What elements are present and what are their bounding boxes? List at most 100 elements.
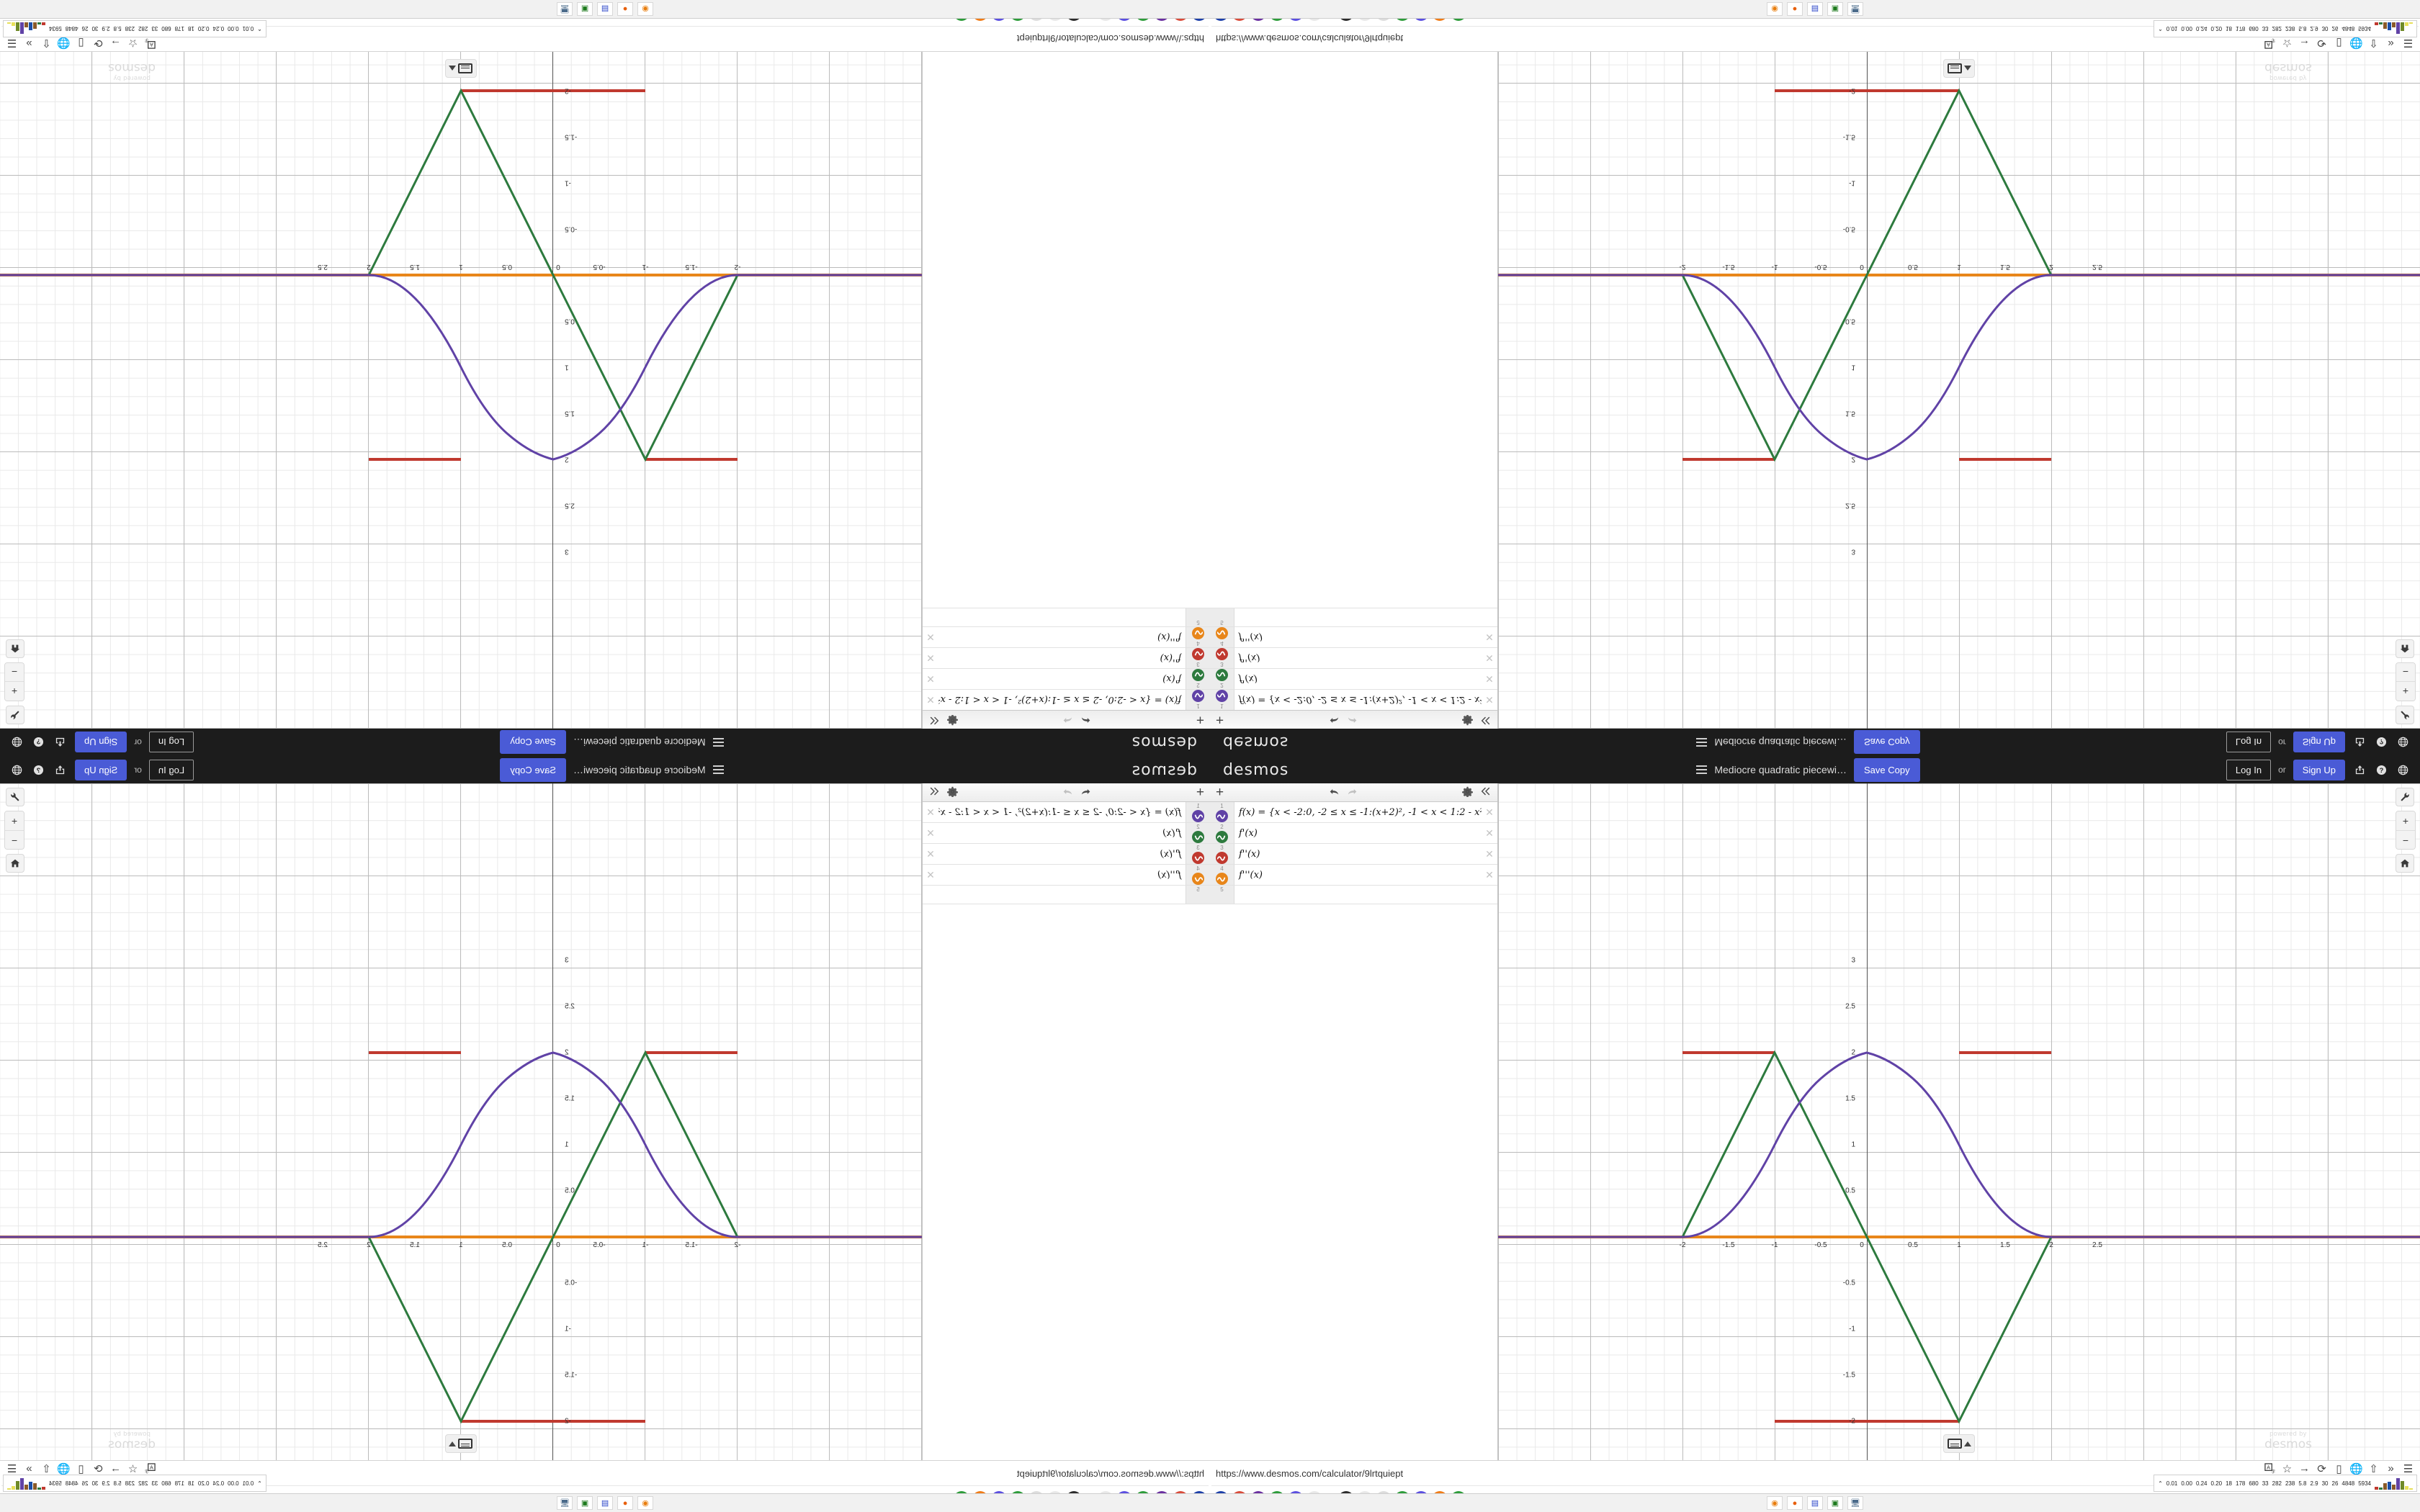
url-bar[interactable]: https://www.desmos.com/calculator/9lrtqu…: [1216, 33, 1404, 45]
expression-latex[interactable]: f'(x): [1162, 827, 1181, 839]
expression-color-dot[interactable]: [1192, 648, 1204, 660]
arrow-right-icon[interactable]: →: [110, 37, 121, 50]
expression-latex[interactable]: f'''(x): [1239, 631, 1263, 643]
expression-latex[interactable]: [1234, 608, 1497, 626]
zoom-out-button[interactable]: −: [2396, 663, 2415, 682]
expression-latex[interactable]: f(x) = {x < -2:0, -2 ≤ x ≤ -1:(x+2)², -1…: [1239, 694, 1482, 706]
home-icon[interactable]: [6, 639, 24, 658]
globe-icon[interactable]: 🌐: [2349, 37, 2363, 50]
globe-icon[interactable]: 🌐: [57, 1462, 71, 1475]
desmos-logo[interactable]: desmos: [1131, 760, 1197, 779]
zoom-in-button[interactable]: +: [5, 811, 24, 830]
close-icon[interactable]: ✕: [926, 652, 935, 665]
wrench-icon[interactable]: [2396, 788, 2414, 806]
star-icon[interactable]: ☆: [127, 1462, 138, 1475]
expression-row[interactable]: 3 f''(x) ✕: [1210, 844, 1497, 865]
expression-row[interactable]: 2 f'(x) ✕: [1210, 823, 1497, 844]
sign-up-button[interactable]: Sign Up: [2293, 759, 2345, 780]
close-icon[interactable]: ✕: [926, 694, 935, 706]
menu-icon[interactable]: ☰: [6, 37, 17, 50]
document-title[interactable]: Mediocre quadratic piecewi…: [1714, 737, 1847, 748]
reload-icon[interactable]: ⟳: [2317, 37, 2326, 50]
url-bar[interactable]: https://www.desmos.com/calculator/9lrtqu…: [1216, 1467, 1404, 1479]
hamburger-icon[interactable]: [712, 738, 724, 747]
expression-row[interactable]: 2 f'(x) ✕: [1210, 668, 1497, 689]
menu-icon[interactable]: ☰: [2403, 37, 2414, 50]
language-globe-icon[interactable]: [2396, 735, 2410, 750]
close-icon[interactable]: ✕: [1485, 631, 1494, 644]
blender-icon[interactable]: ◉: [637, 1496, 653, 1510]
expression-latex[interactable]: f'''(x): [1157, 631, 1181, 643]
keyboard-toggle-button[interactable]: [445, 1434, 477, 1453]
expression-row[interactable]: 3 f''(x) ✕: [923, 844, 1210, 865]
undo-icon[interactable]: [1080, 714, 1092, 726]
floppy-icon[interactable]: ▤: [1807, 1496, 1823, 1510]
expression-color-dot[interactable]: [1216, 831, 1228, 843]
help-icon[interactable]: ?: [32, 735, 46, 750]
star-icon[interactable]: ☆: [2282, 37, 2293, 50]
firefox-icon[interactable]: ●: [617, 1496, 633, 1510]
reader-icon[interactable]: ▯: [78, 37, 84, 50]
expression-color-dot[interactable]: [1192, 627, 1204, 639]
undo-icon[interactable]: [1080, 786, 1092, 798]
expression-color-dot[interactable]: [1192, 831, 1204, 843]
expression-latex[interactable]: f'(x): [1239, 673, 1258, 685]
log-in-button[interactable]: Log In: [148, 732, 194, 753]
firefox-icon[interactable]: ●: [1787, 2, 1803, 16]
display-icon[interactable]: 🖥: [557, 1496, 573, 1510]
desmos-logo[interactable]: desmos: [1223, 760, 1289, 779]
chevrons-left-icon[interactable]: [1480, 714, 1492, 726]
add-expression-button[interactable]: +: [1216, 785, 1224, 800]
firefox-icon[interactable]: ●: [1787, 1496, 1803, 1510]
close-icon[interactable]: ✕: [1485, 694, 1494, 706]
home-icon[interactable]: [6, 854, 24, 873]
hamburger-icon[interactable]: [1696, 738, 1708, 747]
home-icon[interactable]: [2396, 639, 2414, 658]
reload-icon[interactable]: ⟳: [2317, 1462, 2326, 1475]
expression-row[interactable]: 4 f'''(x) ✕: [923, 865, 1210, 886]
reload-icon[interactable]: ⟳: [94, 37, 103, 50]
expression-color-dot[interactable]: [1192, 690, 1204, 702]
display-icon[interactable]: 🖥: [1847, 2, 1863, 16]
expression-row-empty[interactable]: 5: [923, 608, 1210, 626]
expression-color-dot[interactable]: [1216, 627, 1228, 639]
close-icon[interactable]: ✕: [926, 868, 935, 881]
share-icon[interactable]: [53, 762, 68, 777]
blender-icon[interactable]: ◉: [1767, 2, 1783, 16]
expression-latex[interactable]: f''(x): [1239, 848, 1260, 860]
display-icon[interactable]: 🖥: [1847, 1496, 1863, 1510]
expression-row[interactable]: 3 f''(x) ✕: [1210, 647, 1497, 668]
expression-row[interactable]: 1 f(x) = {x < -2:0, -2 ≤ x ≤ -1:(x+2)², …: [923, 689, 1210, 710]
expression-latex[interactable]: f''(x): [1239, 652, 1260, 664]
terminal-icon[interactable]: ▣: [577, 1496, 593, 1510]
expression-row[interactable]: 4 f'''(x) ✕: [1210, 626, 1497, 647]
keyboard-toggle-button[interactable]: [1943, 59, 1975, 78]
pocket-icon[interactable]: ⇧: [42, 37, 51, 50]
chevrons-right-icon[interactable]: »: [26, 37, 32, 50]
zoom-out-button[interactable]: −: [5, 830, 24, 849]
document-title[interactable]: Mediocre quadratic piecewi…: [1714, 764, 1847, 775]
expression-latex[interactable]: f''(x): [1160, 652, 1181, 664]
url-bar[interactable]: https://www.desmos.com/calculator/9lrtqu…: [1016, 1467, 1204, 1479]
expression-latex[interactable]: f(x) = {x < -2:0, -2 ≤ x ≤ -1:(x+2)², -1…: [1239, 806, 1482, 818]
expression-color-dot[interactable]: [1192, 810, 1204, 822]
expression-row[interactable]: 4 f'''(x) ✕: [923, 626, 1210, 647]
expression-latex[interactable]: f'(x): [1162, 673, 1181, 685]
reload-icon[interactable]: ⟳: [94, 1462, 103, 1475]
expression-color-dot[interactable]: [1216, 810, 1228, 822]
expression-latex[interactable]: f(x) = {x < -2:0, -2 ≤ x ≤ -1:(x+2)², -1…: [938, 694, 1181, 706]
reader-icon[interactable]: ▯: [2336, 1462, 2342, 1475]
reader-icon[interactable]: ▯: [78, 1462, 84, 1475]
close-icon[interactable]: ✕: [926, 631, 935, 644]
add-expression-button[interactable]: +: [1196, 785, 1204, 800]
log-in-button[interactable]: Log In: [2226, 732, 2272, 753]
sign-up-button[interactable]: Sign Up: [75, 759, 127, 780]
arrow-right-icon[interactable]: →: [2299, 1462, 2310, 1475]
close-icon[interactable]: ✕: [1485, 847, 1494, 860]
redo-icon[interactable]: [1347, 786, 1358, 798]
expression-row[interactable]: 1 f(x) = {x < -2:0, -2 ≤ x ≤ -1:(x+2)², …: [1210, 689, 1497, 710]
close-icon[interactable]: ✕: [1485, 868, 1494, 881]
close-icon[interactable]: ✕: [926, 827, 935, 839]
zoom-in-button[interactable]: +: [2396, 811, 2415, 830]
